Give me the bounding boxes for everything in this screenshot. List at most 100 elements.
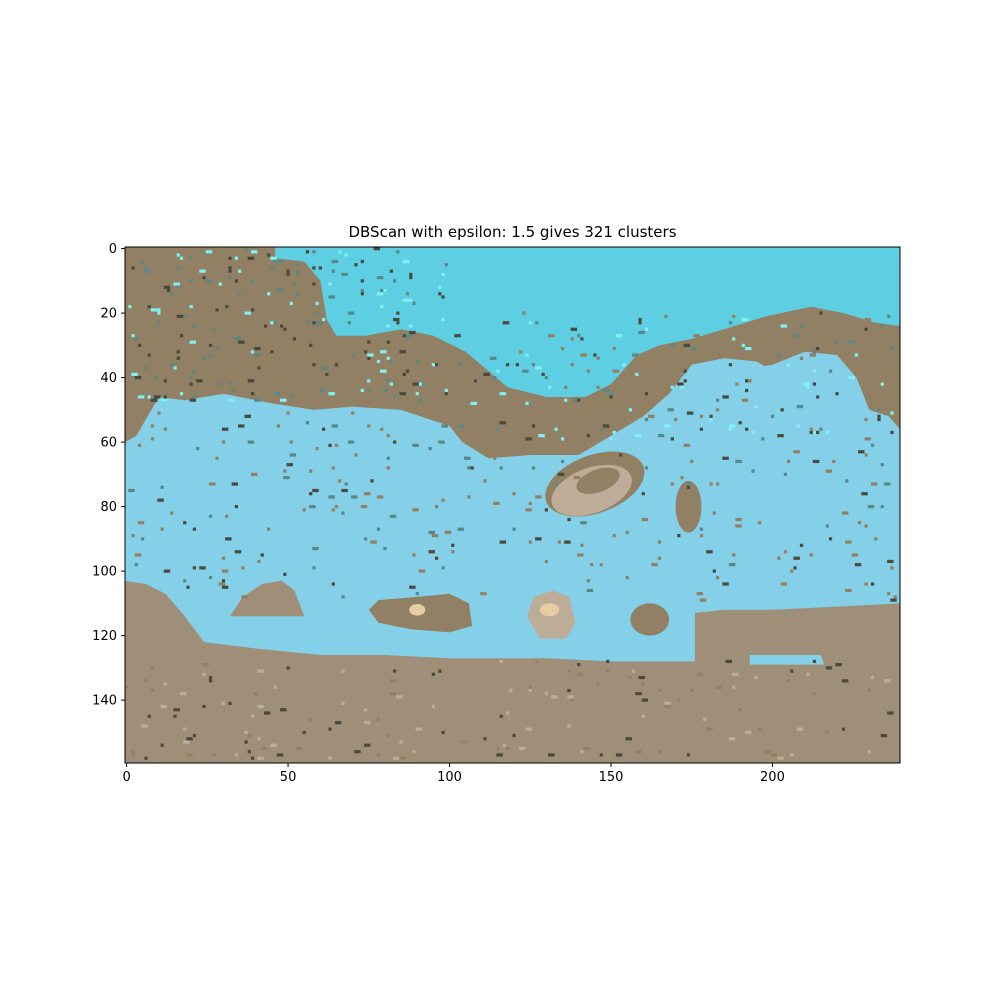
speck-pixel xyxy=(338,479,342,483)
speck-pixel xyxy=(218,582,226,586)
speck-pixel xyxy=(157,308,161,312)
speck-pixel xyxy=(548,385,552,389)
speck-pixel xyxy=(812,459,820,464)
speck-pixel xyxy=(150,308,155,312)
speck-pixel xyxy=(221,701,226,705)
speck-pixel xyxy=(796,727,804,731)
speck-pixel xyxy=(208,575,213,580)
speck-pixel xyxy=(738,708,742,712)
speck-pixel xyxy=(686,411,694,415)
speck-pixel xyxy=(150,688,155,693)
speck-pixel xyxy=(441,272,445,277)
speck-pixel xyxy=(280,708,287,712)
speck-pixel xyxy=(399,740,403,744)
speck-pixel xyxy=(428,446,432,451)
speck-pixel xyxy=(683,369,687,373)
speck-pixel xyxy=(464,456,471,460)
speck-pixel xyxy=(221,427,229,431)
speck-pixel xyxy=(312,566,316,570)
speck-pixel xyxy=(735,524,742,528)
speck-pixel xyxy=(564,540,571,544)
speck-pixel xyxy=(464,408,468,412)
speck-pixel xyxy=(861,492,868,496)
x-tick-label: 100 xyxy=(437,770,462,785)
speck-pixel xyxy=(176,350,180,354)
speck-pixel xyxy=(531,424,536,428)
speck-pixel xyxy=(260,553,264,557)
speck-pixel xyxy=(318,388,326,393)
speck-pixel xyxy=(531,466,536,470)
speck-pixel xyxy=(405,292,410,296)
speck-pixel xyxy=(328,295,335,299)
speck-pixel xyxy=(518,746,526,751)
speck-pixel xyxy=(496,746,500,751)
speck-pixel xyxy=(825,524,829,528)
speck-pixel xyxy=(887,592,891,596)
speck-pixel xyxy=(386,434,390,438)
speck-pixel xyxy=(712,569,716,573)
speck-pixel xyxy=(170,292,174,296)
speck-pixel xyxy=(160,398,167,402)
speck-pixel xyxy=(777,434,784,438)
speck-pixel xyxy=(192,395,197,399)
speck-pixel xyxy=(867,688,871,693)
speck-pixel xyxy=(189,305,193,309)
speck-pixel xyxy=(887,711,894,715)
speck-pixel xyxy=(393,756,400,760)
speck-pixel xyxy=(528,688,532,693)
speck-pixel xyxy=(344,253,348,257)
speck-pixel xyxy=(173,366,177,370)
speck-pixel xyxy=(144,266,148,270)
speck-pixel xyxy=(783,550,787,554)
speck-pixel xyxy=(528,501,532,505)
speck-pixel xyxy=(883,679,891,683)
speck-pixel xyxy=(535,321,539,325)
region-rock-ellipse-core xyxy=(576,467,620,494)
speck-pixel xyxy=(338,250,342,254)
speck-pixel xyxy=(305,321,310,325)
speck-pixel xyxy=(331,424,339,428)
speck-pixel xyxy=(150,666,155,670)
speck-pixel xyxy=(893,595,897,599)
speck-pixel xyxy=(150,437,155,441)
speck-pixel xyxy=(825,730,829,734)
speck-pixel xyxy=(202,356,206,360)
speck-pixel xyxy=(699,534,704,538)
speck-pixel xyxy=(596,437,600,441)
plot-area xyxy=(124,246,901,764)
speck-pixel xyxy=(573,398,578,402)
speck-pixel xyxy=(635,692,642,696)
speck-pixel xyxy=(393,279,397,283)
speck-pixel xyxy=(470,466,474,470)
speck-pixel xyxy=(641,517,649,522)
speck-pixel xyxy=(189,340,197,344)
speck-pixel xyxy=(809,430,813,435)
speck-pixel xyxy=(250,392,255,396)
speck-pixel xyxy=(877,414,881,418)
speck-pixel xyxy=(599,753,603,757)
speck-pixel xyxy=(870,582,875,586)
speck-pixel xyxy=(580,521,587,525)
speck-pixel xyxy=(202,663,209,667)
speck-pixel xyxy=(812,692,817,696)
speck-pixel xyxy=(525,727,532,731)
speck-pixel xyxy=(560,437,565,441)
speck-pixel xyxy=(160,485,164,489)
speck-pixel xyxy=(428,530,435,535)
speck-pixel xyxy=(454,334,461,338)
speck-pixel xyxy=(499,421,503,425)
speck-pixel xyxy=(586,434,590,438)
speck-pixel xyxy=(880,324,884,328)
speck-pixel xyxy=(864,437,871,441)
speck-pixel xyxy=(244,414,251,418)
speck-pixel xyxy=(680,385,684,389)
speck-pixel xyxy=(383,546,387,551)
speck-pixel xyxy=(522,311,526,315)
speck-pixel xyxy=(796,405,804,409)
speck-pixel xyxy=(777,353,781,357)
speck-pixel xyxy=(380,369,387,373)
speck-pixel xyxy=(441,295,445,299)
speck-pixel xyxy=(260,746,268,751)
speck-pixel xyxy=(499,466,503,470)
speck-pixel xyxy=(535,659,539,664)
